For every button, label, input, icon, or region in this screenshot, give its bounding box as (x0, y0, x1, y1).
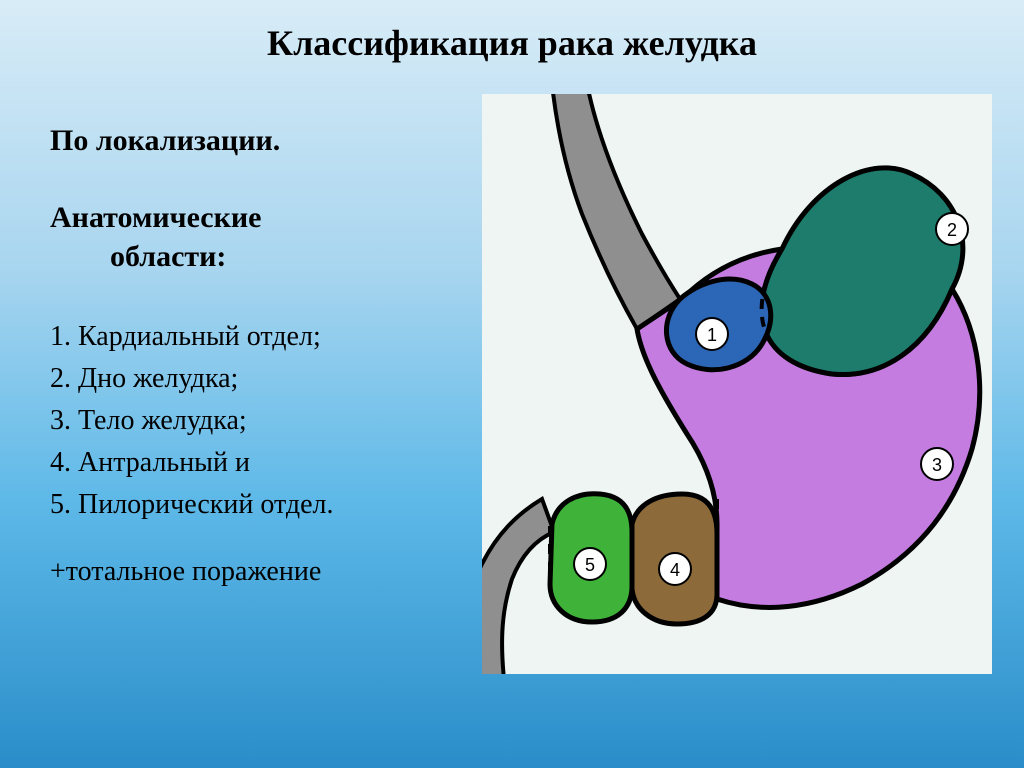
svg-text:5: 5 (585, 555, 595, 575)
section-header: Анатомические области: (50, 198, 470, 276)
list-item: Антральный и (50, 442, 470, 484)
plus-line: +тотальное поражение (50, 556, 470, 588)
section-header-l1: Анатомические (50, 201, 261, 234)
region-list: Кардиальный отдел; Дно желудка; Тело жел… (50, 316, 470, 526)
subtitle: По локализации. (50, 124, 470, 158)
list-item: Кардиальный отдел; (50, 316, 470, 358)
stomach-svg: 1 2 3 4 5 (482, 94, 992, 674)
list-item: Дно желудка; (50, 358, 470, 400)
esophagus-tube (552, 94, 680, 329)
text-column: По локализации. Анатомические области: К… (50, 94, 470, 674)
list-item: Тело желудка; (50, 400, 470, 442)
svg-text:1: 1 (707, 325, 717, 345)
content-row: По локализации. Анатомические области: К… (0, 64, 1024, 674)
section-header-l2: области: (50, 240, 226, 273)
svg-text:2: 2 (947, 220, 957, 240)
diagram-column: 1 2 3 4 5 (470, 94, 1004, 674)
svg-text:4: 4 (670, 560, 680, 580)
page-title: Классификация рака желудка (0, 0, 1024, 64)
badge-2: 2 (936, 213, 968, 245)
duodenum-tube (482, 499, 554, 674)
badge-3: 3 (921, 448, 953, 480)
list-item: Пилорический отдел. (50, 484, 470, 526)
badge-1: 1 (696, 318, 728, 350)
stomach-diagram: 1 2 3 4 5 (482, 94, 992, 674)
badge-4: 4 (659, 553, 691, 585)
badge-5: 5 (574, 548, 606, 580)
svg-text:3: 3 (932, 455, 942, 475)
